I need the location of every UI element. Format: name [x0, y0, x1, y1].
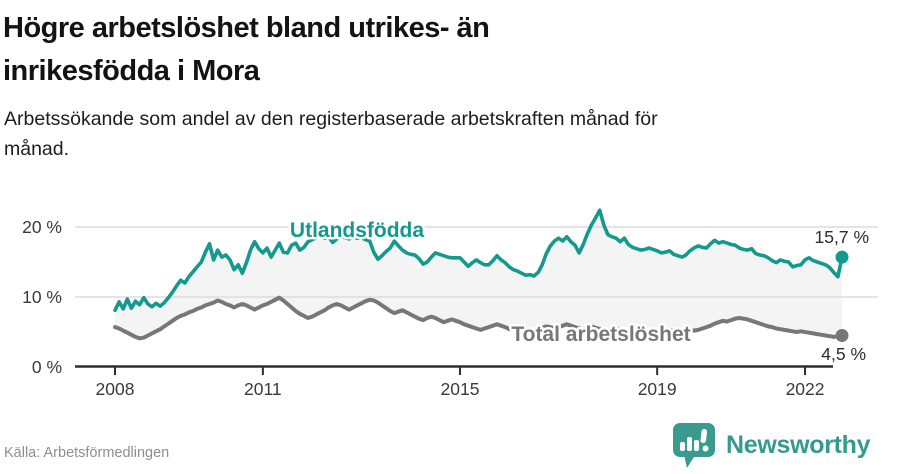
series-end-dot-utlandsfodda [836, 251, 849, 264]
x-tick-label: 2008 [96, 379, 135, 399]
x-tick-label: 2019 [638, 379, 677, 399]
series-end-dot-total-arbetsloshet [836, 329, 849, 342]
newsworthy-bubble-icon [671, 421, 717, 469]
x-tick-label: 2011 [244, 379, 282, 399]
y-tick-label: 10 % [22, 287, 62, 307]
infographic: Högre arbetslöshet bland utrikes- än inr… [0, 0, 900, 474]
y-tick-label: 20 % [22, 217, 62, 237]
x-tick-label: 2022 [786, 379, 825, 399]
unemployment-line-chart: 0 % 10 % 20 % 2008 2011 2015 2019 2022 Utlandsf… [0, 0, 900, 474]
end-value-label-total: 4,5 % [821, 344, 866, 364]
brand-logo: Newsworthy [671, 421, 870, 469]
series-label-utlandsfodda: Utlandsfödda [290, 219, 424, 242]
series-label-total-arbetsloshet: Total arbetslöshet [511, 323, 690, 346]
brand-name: Newsworthy [726, 431, 870, 460]
y-tick-label: 0 % [32, 357, 62, 377]
end-value-label-utlandsfodda: 15,7 % [815, 227, 869, 247]
x-tick-label: 2015 [441, 379, 480, 399]
source-note: Källa: Arbetsförmedlingen [4, 445, 169, 461]
